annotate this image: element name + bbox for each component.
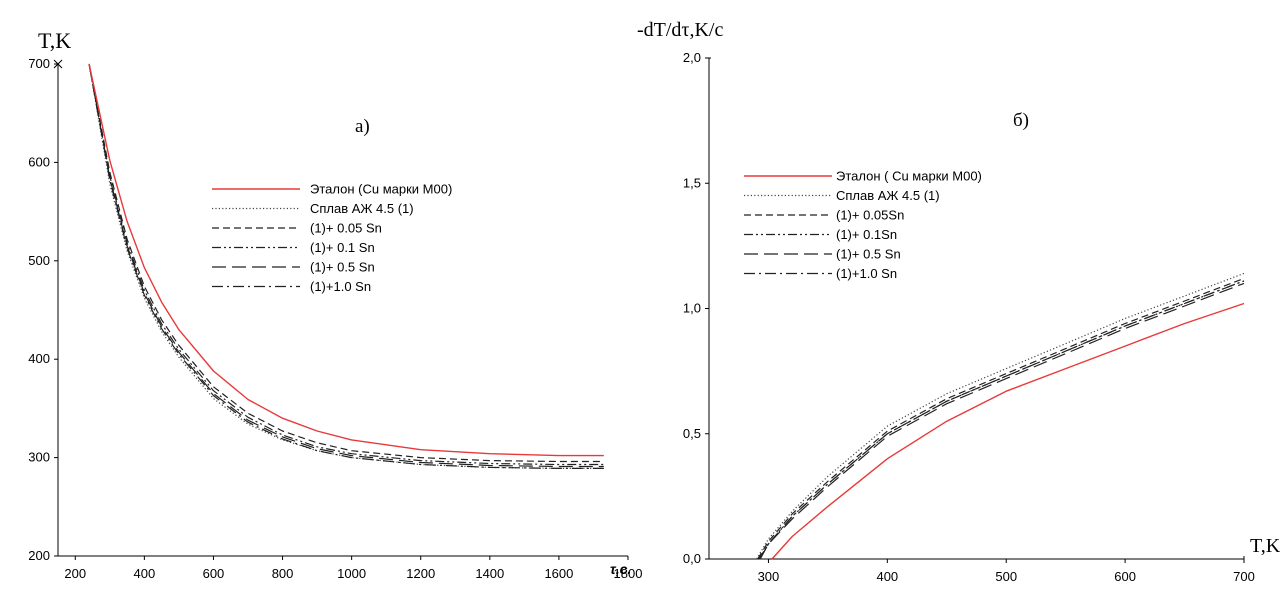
series-line-4 bbox=[758, 280, 1245, 560]
x-tick-label: 600 bbox=[1114, 569, 1136, 584]
series-line-5 bbox=[88, 63, 604, 468]
y-tick-label: 600 bbox=[28, 154, 50, 169]
y-tick-label: 0,0 bbox=[683, 551, 701, 566]
series-line-6 bbox=[759, 280, 1245, 560]
legend-label: (1)+ 0.5 Sn bbox=[310, 260, 375, 275]
series-line-3 bbox=[757, 277, 1245, 560]
y-tick-label: 400 bbox=[28, 351, 50, 366]
series-line-4 bbox=[88, 63, 604, 466]
y-tick-label: 0,5 bbox=[683, 426, 701, 441]
x-tick-label: 1000 bbox=[337, 566, 366, 581]
panel-a-xlabel: τ,c. bbox=[610, 561, 631, 577]
series-line-5 bbox=[759, 282, 1245, 560]
legend-label: (1)+1.0 Sn bbox=[310, 279, 371, 294]
y-tick-label: 200 bbox=[28, 548, 50, 563]
legend-label: Эталон ( Cu марки М00) bbox=[836, 169, 982, 184]
legend-label: Эталон (Cu марки М00) bbox=[310, 182, 452, 197]
panel-b-chart: -dT/dτ,K/c T,K б) 0,0 0,5 1,0 1,5 2,0 300 400 5… bbox=[637, 19, 1281, 584]
panel-b-xlabel: T,K bbox=[1250, 535, 1281, 557]
x-tick-label: 400 bbox=[876, 569, 898, 584]
x-tick-label: 1600 bbox=[544, 566, 573, 581]
legend-label: (1)+ 0.1 Sn bbox=[310, 240, 375, 255]
x-tick-label: 1200 bbox=[406, 566, 435, 581]
x-tick-label: 300 bbox=[758, 569, 780, 584]
series-line-1 bbox=[771, 302, 1245, 560]
series-line-6 bbox=[88, 63, 604, 469]
x-tick-label: 200 bbox=[64, 566, 86, 581]
y-tick-label: 500 bbox=[28, 253, 50, 268]
legend-label: (1)+ 0.5 Sn bbox=[836, 247, 901, 262]
x-tick-label: 500 bbox=[995, 569, 1017, 584]
y-tick-label: 700 bbox=[28, 56, 50, 71]
x-tick-label: 800 bbox=[272, 566, 294, 581]
y-tick-label: 1,0 bbox=[683, 301, 701, 316]
panel-a-label: a) bbox=[355, 116, 370, 137]
legend-label: Сплав АЖ 4.5 (1) bbox=[310, 201, 414, 216]
series-line-2 bbox=[756, 272, 1245, 560]
legend-label: (1)+ 0.05 Sn bbox=[310, 221, 382, 236]
x-tick-label: 600 bbox=[203, 566, 225, 581]
series-line-1 bbox=[88, 63, 604, 457]
legend-label: (1)+1.0 Sn bbox=[836, 266, 897, 281]
panel-b-ylabel: -dT/dτ,K/c bbox=[637, 19, 723, 41]
series-line-2 bbox=[88, 63, 604, 469]
y-axis-end-marker bbox=[53, 59, 63, 69]
panel-b-label: б) bbox=[1013, 110, 1029, 131]
panel-a-chart: T,K τ,c. a) 200 300 400 500 600 700 200 400 600 8… bbox=[28, 28, 642, 581]
x-tick-label: 1400 bbox=[475, 566, 504, 581]
legend-label: (1)+ 0.1Sn bbox=[836, 227, 897, 242]
panel-a-ylabel: T,K bbox=[38, 28, 71, 53]
series-line-3 bbox=[88, 63, 604, 463]
x-tick-label: 1800 bbox=[614, 566, 643, 581]
y-tick-label: 300 bbox=[28, 450, 50, 465]
legend-label: Сплав АЖ 4.5 (1) bbox=[836, 188, 940, 203]
legend-label: (1)+ 0.05Sn bbox=[836, 208, 904, 223]
x-tick-label: 700 bbox=[1233, 569, 1255, 584]
x-tick-label: 400 bbox=[134, 566, 156, 581]
y-tick-label: 2,0 bbox=[683, 50, 701, 65]
y-tick-label: 1,5 bbox=[683, 175, 701, 190]
